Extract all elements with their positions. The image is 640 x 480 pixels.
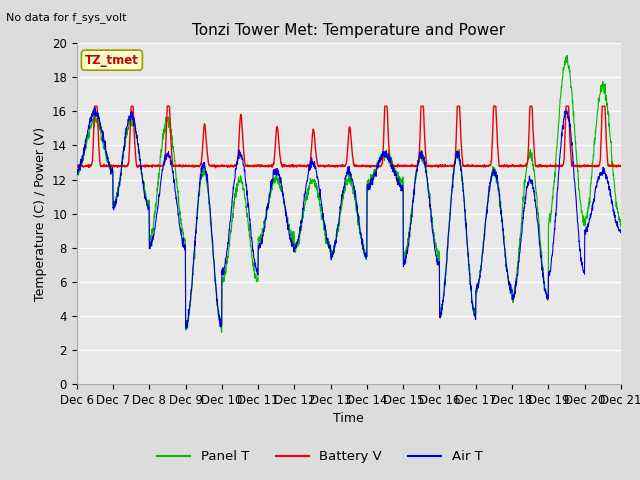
- Line: Air T: Air T: [77, 108, 621, 328]
- Title: Tonzi Tower Met: Temperature and Power: Tonzi Tower Met: Temperature and Power: [192, 23, 506, 38]
- Legend: Panel T, Battery V, Air T: Panel T, Battery V, Air T: [152, 445, 488, 468]
- Air T: [91, 105, 99, 110]
- Battery V: [617, 163, 625, 168]
- Panel T: [617, 222, 625, 228]
- Panel T: [225, 246, 232, 252]
- Battery V: [91, 103, 99, 109]
- Air T: [73, 168, 81, 174]
- Battery V: [212, 165, 220, 171]
- Y-axis label: Temperature (C) / Power (V): Temperature (C) / Power (V): [33, 127, 47, 300]
- Air T: [584, 224, 592, 229]
- Battery V: [365, 163, 372, 169]
- Air T: [182, 325, 189, 331]
- Text: No data for f_sys_volt: No data for f_sys_volt: [6, 12, 127, 23]
- Battery V: [508, 164, 515, 169]
- Battery V: [570, 163, 577, 169]
- Air T: [225, 230, 233, 236]
- Line: Battery V: Battery V: [77, 106, 621, 168]
- Panel T: [563, 53, 571, 59]
- Air T: [365, 184, 372, 190]
- Line: Panel T: Panel T: [77, 56, 621, 332]
- Text: TZ_tmet: TZ_tmet: [85, 54, 139, 67]
- Battery V: [73, 163, 81, 168]
- Battery V: [584, 164, 592, 169]
- Panel T: [218, 329, 225, 335]
- Battery V: [377, 164, 385, 169]
- Panel T: [376, 153, 384, 158]
- Panel T: [73, 170, 81, 176]
- Air T: [377, 156, 385, 161]
- Battery V: [225, 163, 233, 169]
- X-axis label: Time: Time: [333, 412, 364, 425]
- Panel T: [507, 290, 515, 296]
- Panel T: [365, 178, 372, 184]
- Panel T: [584, 204, 592, 210]
- Air T: [617, 227, 625, 232]
- Panel T: [570, 112, 577, 118]
- Air T: [508, 287, 515, 293]
- Air T: [570, 162, 577, 168]
